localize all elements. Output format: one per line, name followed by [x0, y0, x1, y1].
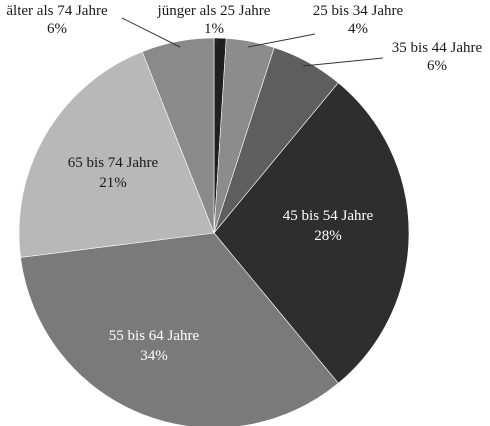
slice-percent-55-bis-64-jahre: 34%: [140, 348, 168, 364]
leader-line-25-bis-34-jahre: [247, 33, 316, 48]
slice-label-45-bis-54-jahre: 45 bis 54 Jahre: [283, 208, 374, 224]
leader-line-35-bis-44-jahre: [302, 57, 384, 67]
pie-slice-45-bis-54-jahre: [213, 82, 410, 384]
slice-percent-65-bis-74-jahre: 21%: [99, 175, 127, 191]
slice-label-35-bis-44-jahre: 35 bis 44 Jahre: [392, 40, 483, 56]
pie-slices: [18, 37, 410, 426]
pie-slice-65-bis-74-jahre: [18, 51, 215, 258]
slice-label-juenger-als-25-jahre: jünger als 25 Jahre: [157, 3, 271, 19]
slice-percent-35-bis-44-jahre: 6%: [427, 58, 447, 74]
slice-label-65-bis-74-jahre: 65 bis 74 Jahre: [68, 155, 159, 171]
slice-percent-juenger-als-25-jahre: 1%: [204, 21, 224, 37]
slice-label-55-bis-64-jahre: 55 bis 64 Jahre: [109, 328, 200, 344]
slice-label-25-bis-34-jahre: 25 bis 34 Jahre: [313, 3, 404, 19]
slice-percent-25-bis-34-jahre: 4%: [348, 21, 368, 37]
slice-label-aelter-als-74-jahre: älter als 74 Jahre: [6, 3, 108, 19]
slice-percent-aelter-als-74-jahre: 6%: [47, 21, 67, 37]
leader-line-aelter-als-74-jahre: [121, 17, 181, 48]
leader-lines: [121, 17, 384, 67]
slice-labels: jünger als 25 Jahre 1% 25 bis 34 Jahre 4% 35…: [6, 3, 482, 364]
pie-slice-55-bis-64-jahre: [20, 232, 339, 426]
pie-slice-aelter-als-74-jahre: [141, 37, 215, 234]
slice-percent-45-bis-54-jahre: 28%: [314, 228, 342, 244]
